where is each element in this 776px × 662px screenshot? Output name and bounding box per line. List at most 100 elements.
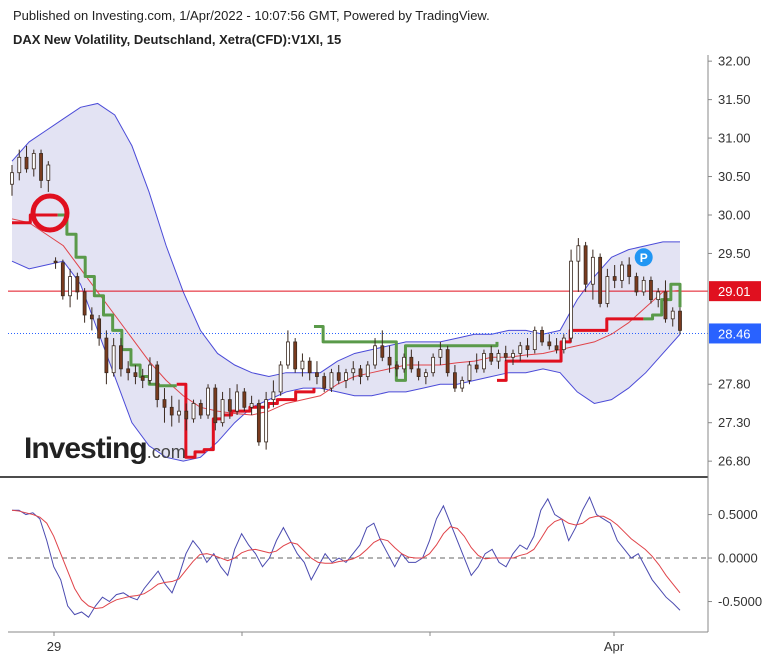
candle[interactable] — [598, 253, 603, 308]
candle[interactable] — [453, 365, 457, 392]
candle[interactable] — [97, 315, 102, 346]
candle[interactable] — [329, 368, 334, 392]
candle[interactable] — [511, 349, 515, 365]
candle[interactable] — [10, 165, 14, 196]
candle[interactable] — [583, 241, 588, 292]
candle[interactable] — [656, 288, 661, 308]
candle[interactable] — [271, 380, 276, 408]
candle[interactable] — [344, 368, 348, 389]
candle[interactable] — [460, 376, 465, 392]
candle[interactable] — [336, 365, 341, 385]
candle[interactable] — [315, 361, 319, 385]
candle[interactable] — [206, 384, 210, 419]
candle[interactable] — [438, 341, 443, 365]
candle[interactable] — [365, 361, 370, 381]
candle[interactable] — [300, 353, 305, 377]
candle[interactable] — [191, 399, 196, 423]
candle[interactable] — [133, 365, 138, 385]
candle[interactable] — [198, 399, 203, 419]
candle[interactable] — [532, 326, 537, 354]
candle[interactable] — [554, 338, 559, 354]
candle[interactable] — [620, 261, 624, 289]
candle-body — [126, 368, 131, 374]
candle[interactable] — [82, 288, 87, 323]
candle[interactable] — [569, 249, 573, 342]
candle[interactable] — [394, 361, 399, 377]
candle[interactable] — [576, 238, 581, 292]
candle[interactable] — [220, 391, 225, 427]
candle[interactable] — [104, 330, 109, 385]
candle[interactable] — [177, 399, 181, 423]
candle[interactable] — [184, 403, 189, 431]
candle[interactable] — [561, 334, 566, 354]
candle[interactable] — [169, 395, 174, 427]
candle[interactable] — [670, 307, 675, 327]
candle[interactable] — [380, 330, 385, 362]
candle[interactable] — [24, 145, 29, 173]
candle[interactable] — [402, 353, 406, 373]
candle[interactable] — [126, 361, 131, 381]
candle[interactable] — [482, 349, 486, 373]
candle[interactable] — [678, 307, 682, 335]
candle[interactable] — [264, 391, 269, 450]
candle[interactable] — [409, 349, 414, 373]
candle[interactable] — [387, 345, 392, 373]
candle[interactable] — [431, 353, 436, 377]
candle-body — [249, 403, 254, 408]
candle[interactable] — [489, 345, 494, 365]
candle[interactable] — [540, 326, 544, 346]
candle[interactable] — [373, 338, 377, 369]
candle[interactable] — [416, 361, 421, 381]
candle[interactable] — [17, 149, 22, 181]
candle[interactable] — [60, 259, 65, 300]
candle[interactable] — [68, 268, 72, 308]
candle[interactable] — [235, 384, 239, 415]
candle[interactable] — [155, 361, 160, 408]
candle[interactable] — [547, 334, 552, 350]
candle[interactable] — [148, 357, 152, 385]
candle[interactable] — [518, 341, 523, 362]
candle[interactable] — [496, 349, 501, 369]
candle[interactable] — [474, 353, 479, 373]
candle[interactable] — [358, 365, 363, 385]
candle[interactable] — [140, 368, 145, 389]
candle[interactable] — [649, 276, 653, 304]
candle[interactable] — [111, 338, 116, 377]
candle[interactable] — [162, 388, 167, 423]
y-tick-label: 31.00 — [718, 131, 751, 146]
candle[interactable] — [256, 399, 261, 446]
candle[interactable] — [242, 388, 247, 412]
candle-body — [358, 368, 363, 377]
candle[interactable] — [213, 384, 218, 431]
candle[interactable] — [423, 368, 428, 385]
candle[interactable] — [249, 395, 254, 415]
candle[interactable] — [445, 345, 450, 377]
trailing-stop-segment — [176, 382, 316, 459]
candle[interactable] — [467, 361, 472, 385]
candle[interactable] — [293, 338, 298, 373]
candle[interactable] — [39, 149, 43, 189]
candle[interactable] — [31, 149, 36, 177]
candle[interactable] — [46, 161, 51, 192]
candle[interactable] — [89, 307, 94, 331]
candle-body — [351, 368, 356, 374]
candle[interactable] — [307, 357, 312, 381]
candle[interactable] — [663, 280, 668, 323]
candle[interactable] — [119, 338, 123, 377]
candle[interactable] — [278, 361, 283, 396]
candle[interactable] — [627, 257, 632, 285]
candle[interactable] — [75, 272, 80, 300]
candle[interactable] — [612, 265, 617, 289]
candle[interactable] — [634, 272, 639, 296]
candle[interactable] — [351, 361, 356, 381]
candle[interactable] — [227, 388, 232, 419]
candle[interactable] — [53, 257, 58, 269]
candle[interactable] — [286, 330, 290, 369]
candle[interactable] — [605, 268, 610, 308]
candle[interactable] — [590, 249, 595, 300]
candle[interactable] — [322, 372, 327, 392]
candle[interactable] — [641, 276, 646, 296]
candle[interactable] — [503, 345, 508, 362]
candle[interactable] — [525, 338, 530, 358]
